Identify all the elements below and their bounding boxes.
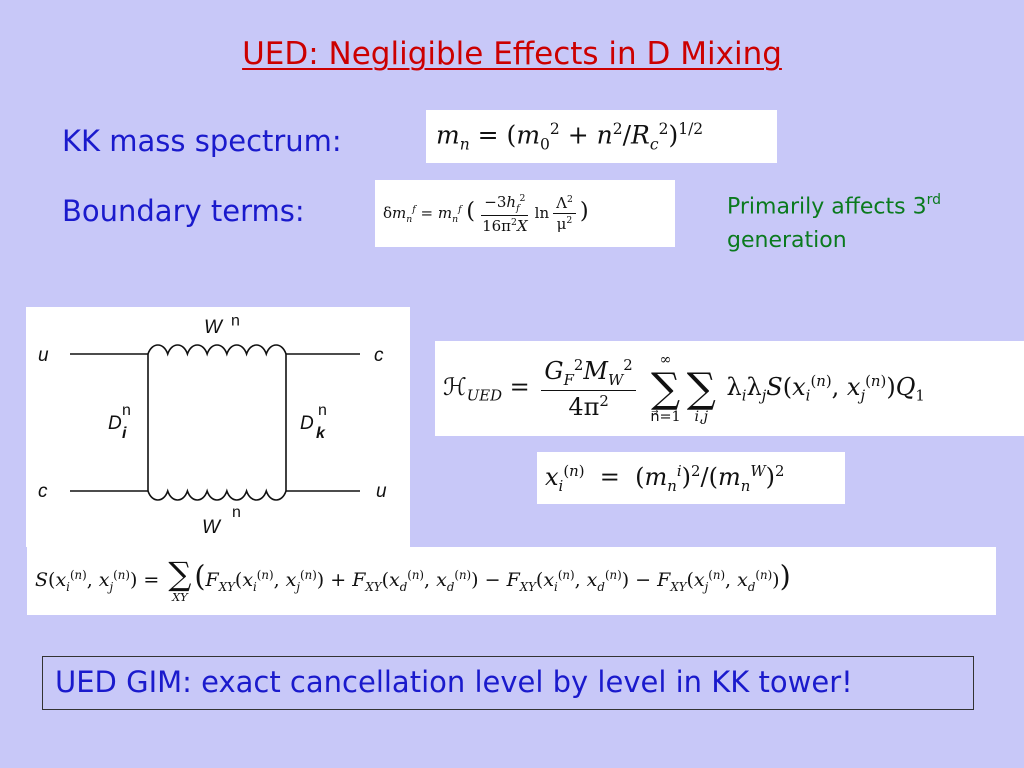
- top-w-superscript: n: [231, 312, 240, 329]
- label-right-propagator: D: [300, 413, 314, 434]
- x-ratio-equation: xi(n) = (mni)2/(mnW)2: [537, 452, 845, 504]
- top-w-boson-wave: [147, 344, 287, 357]
- label-left-propagator: D: [108, 413, 122, 434]
- label-top-right-quark: c: [374, 345, 384, 366]
- note-superscript: rd: [926, 192, 941, 208]
- kk-mass-equation: mn = (m02 + n2/Rc2)1/2: [426, 110, 777, 163]
- label-bottom-left-quark: c: [38, 481, 48, 502]
- label-left-subscript: i: [122, 425, 127, 442]
- feynman-diagram-svg: u c c u W W D D i k n n n n: [38, 312, 387, 538]
- note-line-1: Primarily affects 3: [727, 194, 927, 220]
- bottom-w-superscript: n: [232, 504, 241, 521]
- label-right-subscript: k: [316, 425, 326, 442]
- note-line-2: generation: [727, 228, 847, 254]
- label-bottom-right-quark: u: [376, 481, 387, 502]
- hamiltonian-equation: ℋUED = GF2MW2 4π2 ∞ ∑ n⃗=1 ∑ i,j λiλjS(xi(n)…: [435, 341, 1024, 436]
- ued-gim-text: UED GIM: exact cancellation level by lev…: [55, 665, 853, 699]
- right-propagator-superscript: n: [318, 402, 327, 419]
- boundary-terms-label: Boundary terms:: [62, 194, 305, 228]
- ued-gim-box: UED GIM: exact cancellation level by lev…: [42, 656, 974, 710]
- label-bottom-w-boson: W: [202, 517, 222, 538]
- label-top-left-quark: u: [38, 345, 49, 366]
- box-feynman-diagram: u c c u W W D D i k n n n n: [26, 307, 410, 547]
- slide-title: UED: Negligible Effects in D Mixing: [242, 36, 782, 72]
- third-generation-note: Primarily affects 3rd generation: [727, 184, 941, 258]
- label-top-w-boson: W: [204, 317, 224, 338]
- s-function-equation: S(xi(n), xj(n)) = ∑ XY (FXY(xi(n), xj(n)) …: [27, 547, 996, 615]
- left-propagator-superscript: n: [122, 402, 131, 419]
- boundary-terms-equation: δmnf = mnf (−3hf2 16π2X ln Λ2 μ2): [375, 180, 675, 247]
- bottom-w-boson-wave: [147, 488, 287, 501]
- kk-mass-label: KK mass spectrum:: [62, 124, 342, 158]
